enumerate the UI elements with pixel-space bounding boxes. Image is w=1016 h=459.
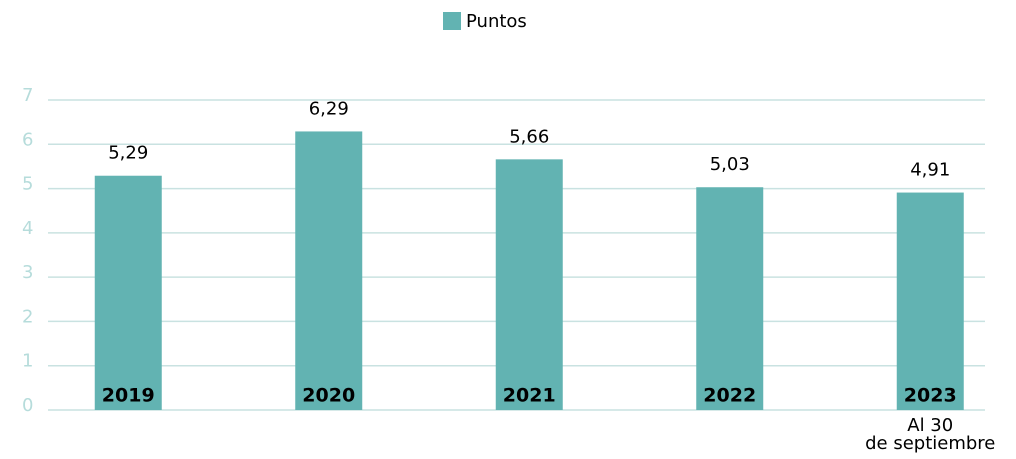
y-tick-label: 4 bbox=[22, 218, 33, 239]
bar bbox=[696, 187, 764, 410]
y-tick-label: 6 bbox=[22, 129, 33, 150]
value-label: 5,66 bbox=[509, 126, 549, 147]
value-label: 4,91 bbox=[910, 160, 950, 181]
x-tick-label: 2023 bbox=[904, 385, 957, 407]
y-tick-label: 5 bbox=[22, 174, 33, 195]
bar bbox=[896, 192, 964, 410]
x-tick-label: 2022 bbox=[703, 385, 756, 407]
y-tick-label: 0 bbox=[22, 395, 33, 416]
x-tick-label: 2021 bbox=[503, 385, 556, 407]
bar bbox=[295, 131, 363, 410]
x-tick-label: 2020 bbox=[302, 385, 355, 407]
value-label: 6,29 bbox=[309, 98, 349, 119]
y-tick-label: 1 bbox=[22, 351, 33, 372]
y-tick-label: 3 bbox=[22, 262, 33, 283]
legend-label: Puntos bbox=[466, 11, 527, 32]
x-tick-label: 2019 bbox=[102, 385, 155, 407]
value-label: 5,03 bbox=[710, 154, 750, 175]
legend-swatch bbox=[443, 12, 461, 30]
bar bbox=[94, 175, 162, 410]
y-tick-label: 2 bbox=[22, 306, 33, 327]
y-tick-label: 7 bbox=[22, 85, 33, 106]
annotation: Al 30 bbox=[907, 415, 953, 436]
value-label: 5,29 bbox=[108, 143, 148, 164]
annotation: de septiembre bbox=[865, 433, 995, 454]
bar bbox=[495, 159, 563, 410]
